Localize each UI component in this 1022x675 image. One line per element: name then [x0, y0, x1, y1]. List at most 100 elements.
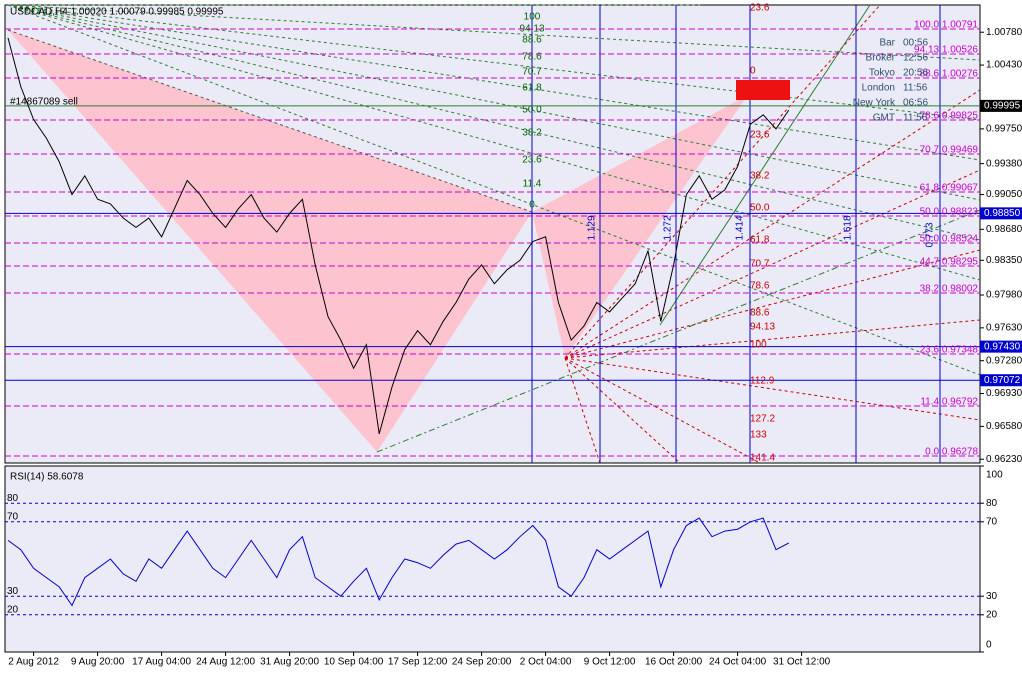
clock-label: Tokyo	[869, 68, 896, 79]
y-tick-label: 0.97630	[986, 322, 1022, 333]
fib-label: 61.8	[750, 235, 770, 246]
fib-label: 78.6	[750, 281, 770, 292]
red-fan	[564, 4, 981, 464]
y-tick-label: 0.98350	[986, 255, 1022, 266]
fib-label: 61.8 0.99067	[920, 183, 979, 194]
level-box	[980, 374, 1022, 387]
rsi-level-label: 80	[7, 493, 19, 504]
time-marker: 1.272	[663, 215, 674, 240]
y-tick-label: 100	[986, 470, 1003, 481]
fib-label: 23.6	[750, 130, 770, 141]
x-tick-label: 31 Aug 20:00	[260, 657, 319, 668]
fan-lines	[7, 4, 981, 376]
fib-label: 61.8	[522, 83, 542, 94]
y-tick-label: 0	[986, 640, 992, 651]
clock-label: Bar	[879, 38, 895, 49]
clock-label: New York	[853, 98, 896, 109]
clock-label: GMT	[873, 113, 895, 124]
fib-label: 88.6	[750, 308, 770, 319]
clock-time: 12:56	[903, 53, 928, 64]
current-label: 0.99995	[984, 101, 1021, 112]
y-tick-label: 1.00780	[986, 27, 1022, 38]
fib-label: 44.7 0.98295	[920, 257, 979, 268]
x-tick-label: 9 Oct 12:00	[584, 657, 636, 668]
fib-label: 50.0 0.98823	[920, 207, 979, 218]
clock-time: 11:56	[903, 113, 928, 124]
y-tick-label: 0.98680	[986, 224, 1022, 235]
y-tick-label: 0.99050	[986, 189, 1022, 200]
rsi-level-label: 70	[7, 511, 19, 522]
clock-time: 06:56	[903, 98, 928, 109]
fib-label: 94.13	[750, 322, 775, 333]
fib-label: 100.0 1.00791	[914, 20, 978, 31]
y-tick-label: 0.97280	[986, 355, 1022, 366]
fib-label: 100	[750, 340, 767, 351]
level-label: 0.98850	[984, 208, 1021, 219]
time-marker: 0.773	[925, 222, 936, 247]
y-tick-label: 70	[986, 516, 998, 527]
time-marker: 1.618	[843, 215, 854, 240]
y-tick-label: 20	[986, 609, 998, 620]
fib-label: 78.6 0.99825	[920, 111, 979, 122]
harmonic-pattern	[532, 95, 748, 358]
x-tick-label: 2 Aug 2012	[8, 657, 59, 668]
fib-label: 70.7	[522, 67, 542, 78]
y-tick-label: 0.99750	[986, 124, 1022, 135]
clock-label: London	[862, 83, 895, 94]
data-line	[7, 517, 790, 607]
fib-label: 127.2	[750, 414, 775, 425]
clock-label: Broker	[866, 53, 896, 64]
y-tick-label: 0.96230	[986, 454, 1022, 465]
fib-label: 50.0 0.98524	[920, 234, 979, 245]
x-tick-label: 17 Sep 12:00	[388, 657, 448, 668]
fib-label: 50.0	[522, 105, 542, 116]
pattern-line	[7, 29, 533, 213]
x-tick-label: 2 Oct 04:00	[520, 657, 572, 668]
x-tick-label: 24 Sep 20:00	[452, 657, 512, 668]
rsi-title: RSI(14) 58.6078	[10, 472, 84, 483]
fib-label: 112.9	[750, 376, 775, 387]
data-line	[7, 37, 790, 435]
y-tick-label: 1.00430	[986, 60, 1022, 71]
fib-label: 23.6 0.97348	[920, 345, 979, 356]
clock-time: 11:56	[903, 83, 928, 94]
clock-time: 00:56	[903, 38, 928, 49]
x-tick-label: 31 Oct 12:00	[773, 657, 831, 668]
trend-line	[659, 4, 871, 326]
fib-label: 11.4	[523, 179, 542, 190]
fib-label: 70.7	[750, 259, 770, 270]
x-tick-label: 16 Oct 20:00	[645, 657, 703, 668]
level-box	[980, 207, 1022, 220]
fib-label: 38.2	[750, 171, 770, 182]
fib-label: 38.2	[522, 128, 542, 139]
x-tick-label: 24 Aug 12:00	[196, 657, 255, 668]
fib-label: 88.6 1.00276	[920, 69, 979, 80]
fib-label: 50.0	[750, 203, 770, 214]
fib-label: 11.4 0.96792	[920, 397, 978, 408]
current-box	[980, 99, 1022, 112]
x-tick-label: 17 Aug 04:00	[132, 657, 191, 668]
fib-label: 141.4	[750, 453, 775, 464]
fib-label: 94.13 1.00526	[914, 45, 978, 56]
fib-label: 78.6	[522, 52, 542, 63]
y-tick-label: 0.96930	[986, 388, 1022, 399]
fib-label: 0	[529, 200, 535, 211]
chart-title: USDCAD,H4 1.00020 1.00079 0.99985 0.9999…	[10, 7, 224, 18]
fib-label: 88.6	[522, 35, 542, 46]
rsi-level-label: 20	[7, 604, 19, 615]
fib-label: 133	[750, 430, 767, 441]
rsi-panel	[4, 465, 981, 653]
fib-label: 70.7 0.99469	[920, 145, 979, 156]
trend-line	[376, 209, 981, 453]
level-label: 0.97430	[984, 341, 1021, 352]
x-tick-label: 9 Aug 20:00	[71, 657, 125, 668]
fib-label: 100	[524, 12, 541, 23]
level-label: 0.97072	[984, 375, 1021, 386]
time-lines	[531, 5, 941, 463]
rsi-level-label: 30	[7, 586, 19, 597]
time-marker: 1.414	[735, 215, 746, 240]
x-tick-label: 24 Oct 04:00	[709, 657, 767, 668]
fib-label: 23.6	[522, 155, 542, 166]
